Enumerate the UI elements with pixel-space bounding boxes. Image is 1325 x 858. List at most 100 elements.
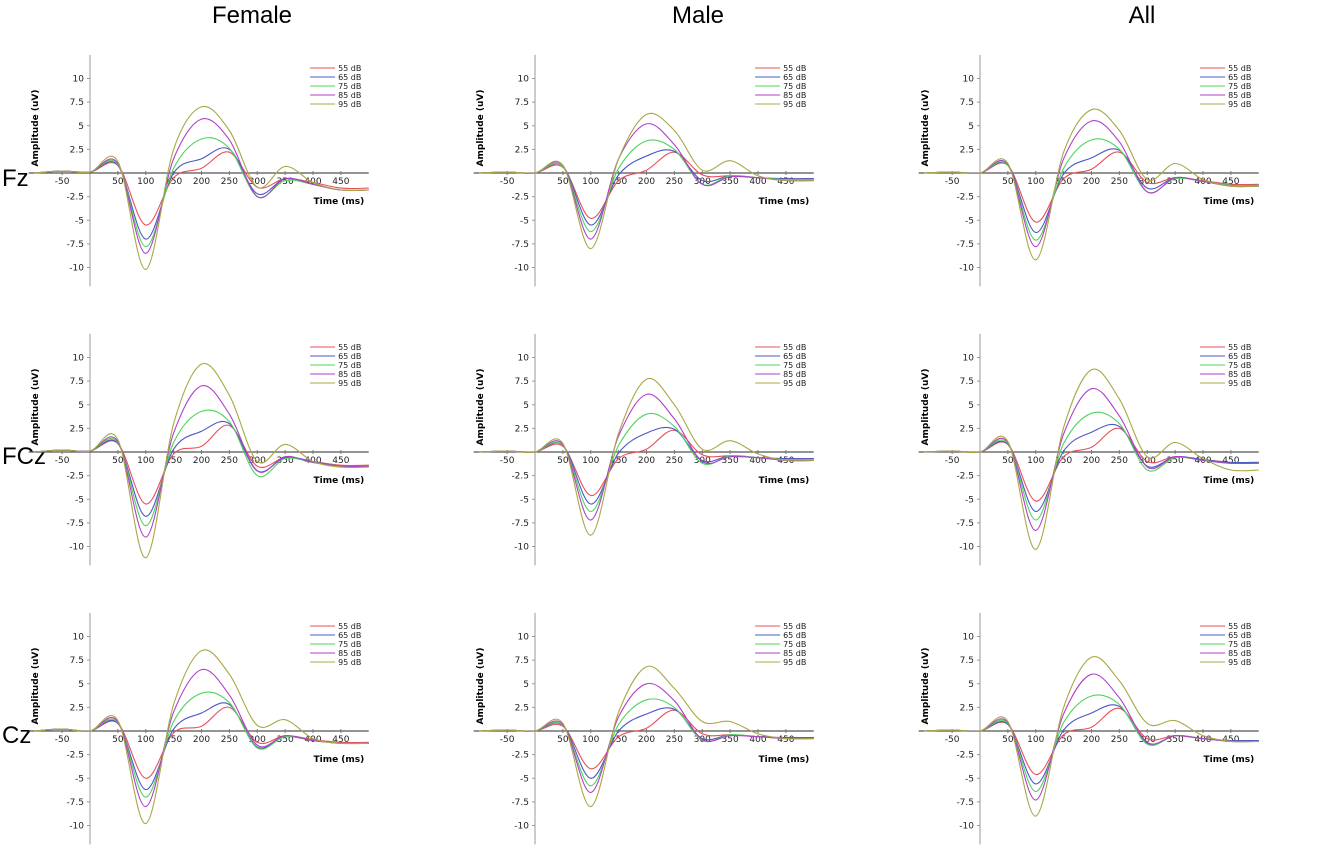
legend-label: 75 dB [1228, 361, 1251, 370]
erp-chart-all-fcz: 10 7.5 5 2.5 -2.5 -5 -7.5 -10 -50 50 100 150 200 250 3… [918, 333, 1259, 566]
y-tick-label: -5 [75, 774, 84, 784]
x-tick-label: 250 [221, 177, 238, 187]
legend-label: 55 dB [1228, 64, 1251, 73]
y-tick-label: 2.5 [70, 145, 84, 155]
y-tick-label: -5 [75, 495, 84, 505]
legend-label: 85 dB [1228, 370, 1251, 379]
x-tick-label: -50 [500, 735, 515, 745]
x-tick-label: 100 [137, 735, 154, 745]
x-tick-label: 400 [749, 177, 766, 187]
x-tick-label: 200 [1083, 177, 1100, 187]
y-tick-label: -7.5 [956, 798, 974, 808]
legend-label: 95 dB [783, 658, 806, 667]
legend-label: 55 dB [783, 622, 806, 631]
x-tick-label: 450 [1222, 177, 1239, 187]
x-tick-label: 300 [249, 177, 266, 187]
y-tick-label: -7.5 [66, 240, 84, 250]
x-tick-label: 150 [165, 735, 182, 745]
x-tick-label: 200 [1083, 735, 1100, 745]
y-axis-label: Amplitude (uV) [31, 369, 41, 446]
x-tick-label: 250 [1111, 735, 1128, 745]
legend-label: 65 dB [338, 631, 361, 640]
erp-chart-male-cz: 10 7.5 5 2.5 -2.5 -5 -7.5 -10 -50 50 100 150 200 250 3… [473, 612, 814, 845]
y-axis-label: Amplitude (uV) [476, 648, 486, 725]
y-tick-label: 7.5 [960, 98, 974, 108]
x-tick-label: 300 [1139, 735, 1156, 745]
y-tick-label: -10 [69, 822, 84, 832]
y-tick-label: 5 [523, 680, 529, 690]
y-axis-label: Amplitude (uV) [921, 90, 931, 167]
x-tick-label: 50 [112, 735, 124, 745]
y-tick-label: 5 [78, 680, 84, 690]
x-tick-label: -50 [55, 735, 70, 745]
x-tick-label: 50 [1002, 735, 1014, 745]
x-tick-label: 150 [165, 456, 182, 466]
y-tick-label: -10 [959, 543, 974, 553]
x-tick-label: 250 [666, 456, 683, 466]
legend-label: 95 dB [338, 100, 361, 109]
y-tick-label: -5 [520, 774, 529, 784]
x-tick-label: 150 [610, 735, 627, 745]
y-tick-label: -2.5 [511, 751, 529, 761]
x-tick-label: 450 [1222, 456, 1239, 466]
x-tick-label: 400 [1194, 735, 1211, 745]
legend-label: 75 dB [1228, 82, 1251, 91]
series-line-65-db [34, 147, 369, 240]
y-tick-label: -7.5 [66, 519, 84, 529]
legend-label: 85 dB [1228, 91, 1251, 100]
x-axis-label: Time (ms) [313, 197, 364, 207]
x-tick-label: 450 [332, 177, 349, 187]
y-tick-label: 7.5 [70, 656, 84, 666]
legend-label: 65 dB [783, 631, 806, 640]
y-tick-label: 10 [963, 633, 975, 643]
series-line-95-db [924, 368, 1259, 550]
legend-label: 55 dB [1228, 343, 1251, 352]
x-tick-label: 50 [1002, 456, 1014, 466]
y-tick-label: 5 [78, 401, 84, 411]
legend-label: 75 dB [338, 640, 361, 649]
y-tick-label: 7.5 [960, 377, 974, 387]
x-tick-label: 150 [1055, 456, 1072, 466]
x-tick-label: 200 [638, 177, 655, 187]
series-line-95-db [34, 362, 369, 559]
legend-label: 95 dB [1228, 100, 1251, 109]
x-tick-label: 200 [193, 177, 210, 187]
column-header-male: Male [671, 2, 725, 29]
y-tick-label: -7.5 [511, 240, 529, 250]
legend-label: 95 dB [338, 658, 361, 667]
legend-label: 85 dB [783, 370, 806, 379]
series-line-95-db [34, 105, 369, 270]
y-tick-label: -10 [514, 543, 529, 553]
legend-label: 65 dB [338, 352, 361, 361]
y-tick-label: 5 [78, 122, 84, 132]
y-tick-label: -7.5 [511, 519, 529, 529]
legend-label: 65 dB [338, 73, 361, 82]
x-tick-label: -50 [55, 177, 70, 187]
series-line-75-db [34, 409, 369, 527]
x-tick-label: 250 [221, 456, 238, 466]
x-tick-label: 250 [221, 735, 238, 745]
legend-label: 75 dB [783, 82, 806, 91]
y-tick-label: -5 [965, 216, 974, 226]
legend-label: 95 dB [783, 379, 806, 388]
x-tick-label: -50 [945, 456, 960, 466]
y-tick-label: -7.5 [66, 798, 84, 808]
series-line-65-db [924, 423, 1259, 513]
y-tick-label: -2.5 [956, 472, 974, 482]
x-axis-label: Time (ms) [313, 476, 364, 486]
x-tick-label: 200 [1083, 456, 1100, 466]
y-tick-label: -2.5 [511, 193, 529, 203]
y-tick-label: -5 [965, 774, 974, 784]
legend-label: 55 dB [338, 622, 361, 631]
x-tick-label: 200 [193, 456, 210, 466]
legend-label: 95 dB [338, 379, 361, 388]
series-line-65-db [479, 149, 814, 226]
x-axis-label: Time (ms) [758, 197, 809, 207]
series-line-95-db [479, 112, 814, 250]
y-tick-label: 2.5 [70, 424, 84, 434]
legend-label: 65 dB [1228, 352, 1251, 361]
y-tick-label: -2.5 [66, 193, 84, 203]
series-line-65-db [34, 420, 369, 517]
y-axis-label: Amplitude (uV) [921, 648, 931, 725]
y-tick-label: -10 [959, 822, 974, 832]
